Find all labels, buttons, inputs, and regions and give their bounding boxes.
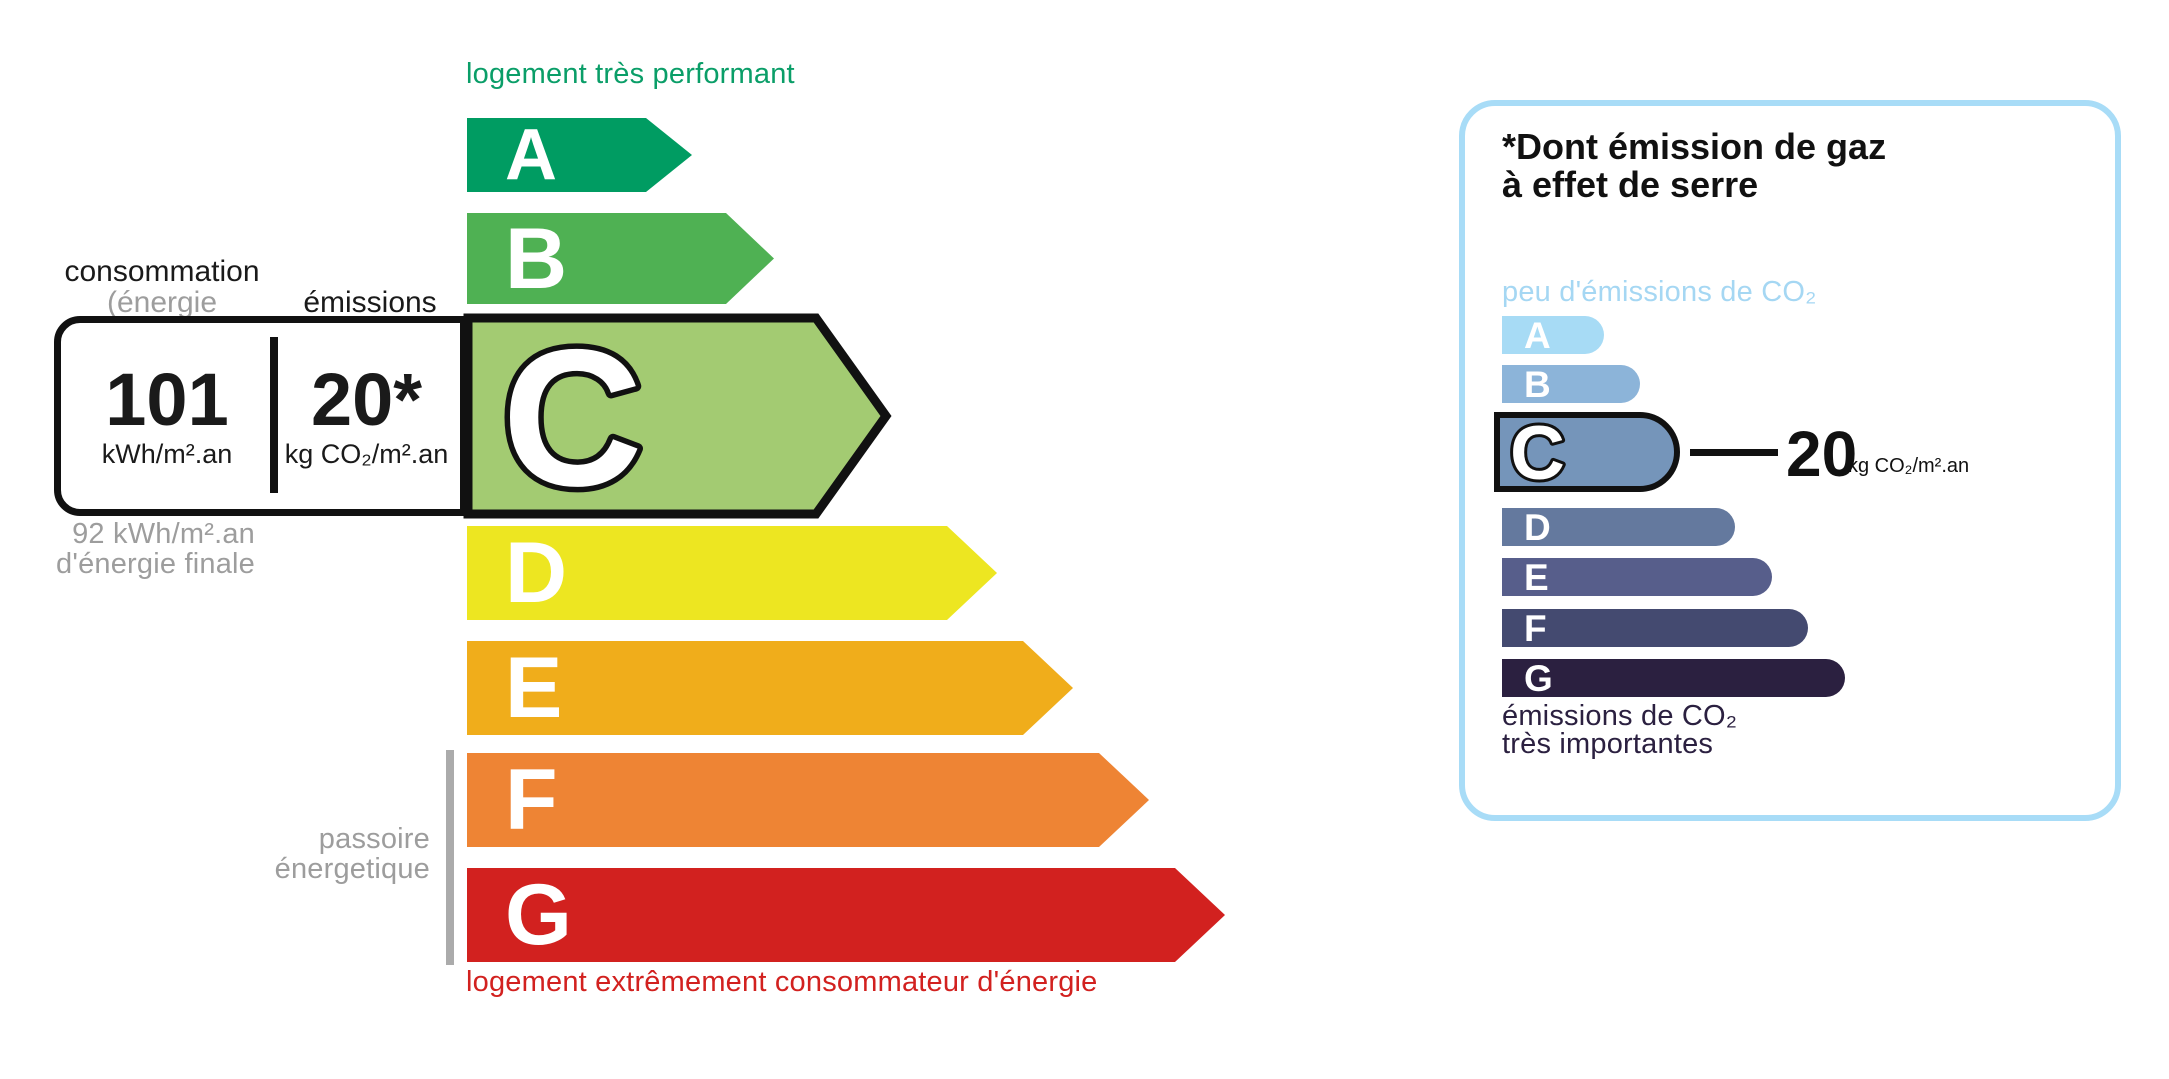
selected-class-letter: C [502,313,643,519]
co2-panel-title-line2: à effet de serre [1502,164,1759,205]
co2-value-connector-line [1690,449,1778,456]
co2-selected-letter-svg: C [1507,417,1568,487]
co2-value: 20 [1786,418,1858,490]
energy-class-letter-f: F [505,752,558,848]
co2-class-bar-e: E [1502,558,1772,596]
consumption-cell: 101 kWh/m².an [61,323,273,509]
sieve-label-line1: passoire [318,823,430,855]
sieve-label-line2: énergetique [274,853,430,885]
co2-value-unit: kg CO₂/m².an [1848,455,1970,477]
energy-class-letter-b: B [505,210,568,307]
co2-selected-class-letter: C [1510,417,1565,487]
co2-class-letter-e: E [1524,556,1549,598]
energy-class-arrow-e: E [467,641,1073,735]
consumption-header: consommation [64,255,260,288]
energy-class-letter-e: E [505,640,563,736]
energy-class-arrow-c-selected: C [463,313,892,519]
energy-class-letter-d: D [505,525,568,621]
energy-class-arrow-d: D [467,526,997,620]
co2-class-letter-a: A [1524,314,1551,356]
energy-class-letter-g: G [505,867,572,963]
emissions-cell: 20* kg CO₂/m².an [273,323,460,509]
co2-class-bar-b: B [1502,365,1640,403]
co2-class-bar-d: D [1502,508,1735,546]
emissions-header: émissions [303,286,437,319]
energy-class-arrow-b: B [467,213,774,304]
co2-high-note-line2: très importantes [1502,728,1714,760]
score-box: 101 kWh/m².an 20* kg CO₂/m².an [54,316,467,516]
co2-panel-title-line1: *Dont émission de gaz [1502,126,1887,167]
co2-class-bar-c-selected: C [1494,412,1680,492]
co2-class-letter-f: F [1524,607,1547,649]
score-box-divider [270,337,278,493]
co2-class-letter-d: D [1524,506,1551,548]
bottom-consumer-note: logement extrêmement consommateur d'éner… [466,966,1098,998]
sieve-range-bar [446,750,454,965]
final-energy-line2: d'énergie finale [56,548,255,580]
co2-low-note: peu d'émissions de CO₂ [1502,276,1817,308]
sieve-label: passoire énergetique [130,824,430,884]
co2-class-bar-a: A [1502,316,1604,354]
co2-class-bar-g: G [1502,659,1845,697]
top-performance-note: logement très performant [466,58,795,90]
co2-class-letter-g: G [1524,657,1553,699]
consumption-unit: kWh/m².an [101,439,233,469]
consumption-value: 101 [105,358,229,441]
co2-class-letter-b: B [1524,363,1551,405]
emissions-value: 20* [310,358,423,441]
co2-class-bar-f: F [1502,609,1808,647]
emissions-unit: kg CO₂/m².an [284,439,449,469]
energy-class-arrow-g: G [467,868,1225,962]
co2-high-note-line1: émissions de CO₂ [1502,700,1738,732]
energy-class-arrow-f: F [467,753,1149,847]
final-energy-note: 92 kWh/m².an d'énergie finale [0,519,255,579]
energy-class-arrow-a: A [467,118,692,192]
energy-class-letter-a: A [505,115,557,195]
final-energy-line1: 92 kWh/m².an [72,518,255,550]
selected-arrow-shape [463,313,892,519]
